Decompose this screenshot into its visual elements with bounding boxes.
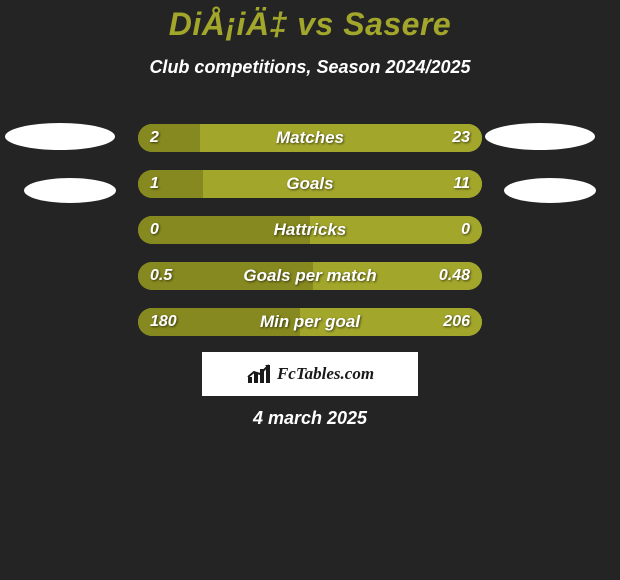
- comparison-bars: 223Matches 111Goals 00Hattricks 0.50.48Goal…: [138, 124, 482, 354]
- page-subtitle: Club competitions, Season 2024/2025: [0, 57, 620, 78]
- stat-bar: 180206Min per goal: [138, 308, 482, 336]
- stat-bar-left-fill: [138, 308, 300, 336]
- team-placeholder-ellipse: [485, 123, 595, 150]
- team-placeholder-ellipse: [504, 178, 596, 203]
- stat-bar-right-fill: [313, 262, 482, 290]
- branding-text: FcTables.com: [277, 364, 374, 384]
- stat-bar-left-fill: [138, 216, 310, 244]
- stat-bar: 0.50.48Goals per match: [138, 262, 482, 290]
- stat-bar-left-fill: [138, 124, 200, 152]
- stat-bar: 223Matches: [138, 124, 482, 152]
- stat-bar-right-fill: [200, 124, 482, 152]
- comparison-infographic: DiÅ¡iÄ‡ vs Sasere Club competitions, Sea…: [0, 0, 620, 580]
- stat-bar-left-fill: [138, 170, 203, 198]
- date-label: 4 march 2025: [0, 408, 620, 429]
- stat-bar: 111Goals: [138, 170, 482, 198]
- stat-bar-right-fill: [203, 170, 482, 198]
- stat-bar: 00Hattricks: [138, 216, 482, 244]
- stat-bar-right-fill: [300, 308, 482, 336]
- page-title: DiÅ¡iÄ‡ vs Sasere: [0, 0, 620, 43]
- stat-bar-left-fill: [138, 262, 313, 290]
- bar-chart-trend-icon: [246, 363, 272, 385]
- team-placeholder-ellipse: [5, 123, 115, 150]
- team-placeholder-ellipse: [24, 178, 116, 203]
- branding-link[interactable]: FcTables.com: [202, 352, 418, 396]
- stat-bar-right-fill: [310, 216, 482, 244]
